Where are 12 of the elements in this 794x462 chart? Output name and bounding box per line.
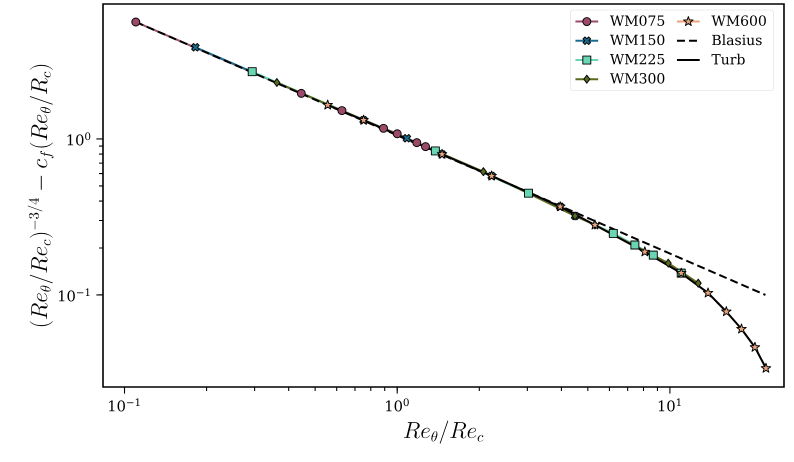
x-tick-label: 10$^{0}$ bbox=[386, 398, 409, 412]
y-axis-title: $(Re_\theta/Re_c)^{-3/4} - c_f(Re_\theta/R_c)$ bbox=[28, 64, 54, 326]
legend-label: WM150 bbox=[610, 34, 664, 46]
legend-label: WM075 bbox=[610, 15, 664, 26]
legend-label: WM600 bbox=[711, 15, 766, 26]
legend-label: WM225 bbox=[610, 54, 664, 64]
legend-label: Turb bbox=[712, 54, 745, 65]
x-tick-label: 10$^{−1}$ bbox=[109, 398, 140, 412]
legend-label: Blasius bbox=[712, 34, 762, 46]
legend-label: WM300 bbox=[610, 73, 664, 84]
x-tick-label: 10$^{1}$ bbox=[658, 398, 681, 412]
x-axis-title: $Re_\theta/Re_c$ bbox=[404, 420, 484, 444]
